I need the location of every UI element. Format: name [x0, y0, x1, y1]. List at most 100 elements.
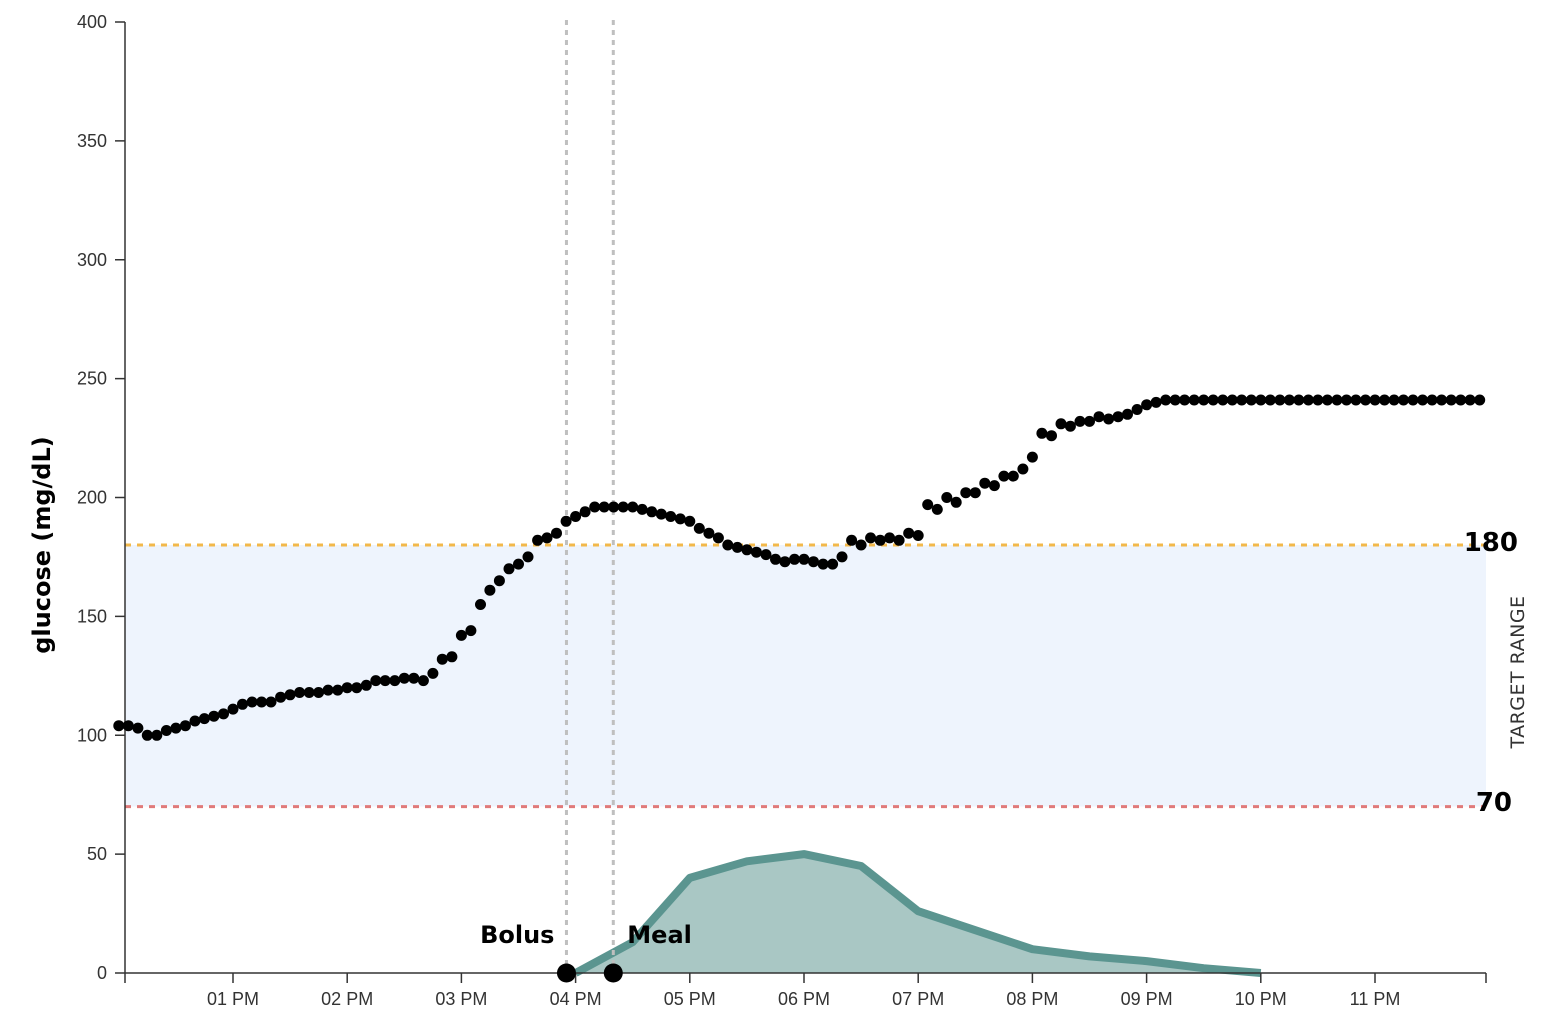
glucose-point: [1293, 394, 1305, 406]
glucose-point: [379, 675, 391, 687]
glucose-point: [589, 501, 601, 513]
glucose-point: [789, 553, 800, 565]
x-tick-label: 04 PM: [550, 989, 602, 1009]
glucose-point: [903, 527, 915, 539]
glucose-point: [1341, 394, 1352, 406]
target-high-label: 180: [1464, 528, 1518, 558]
glucose-point: [1350, 394, 1362, 406]
glucose-point: [1188, 394, 1200, 406]
glucose-point: [446, 651, 458, 663]
glucose-point: [1264, 394, 1276, 406]
glucose-point: [1321, 394, 1333, 406]
glucose-point: [389, 675, 401, 687]
glucose-point: [1207, 394, 1219, 406]
glucose-point: [113, 720, 125, 732]
glucose-point: [284, 689, 296, 701]
glucose-point: [513, 558, 524, 570]
glucose-point: [1131, 404, 1143, 415]
glucose-point: [1160, 394, 1172, 406]
glucose-point: [998, 470, 1010, 482]
glucose-point: [1407, 394, 1419, 406]
glucose-point: [132, 722, 144, 734]
glucose-point: [874, 534, 886, 546]
glucose-point: [1255, 394, 1267, 406]
glucose-point: [570, 511, 582, 522]
glucose-point: [817, 558, 829, 570]
glucose-point: [351, 682, 363, 694]
glucose-point: [417, 675, 429, 687]
glucose-points-layer: [113, 394, 1486, 741]
y-tick-label: 350: [77, 131, 107, 151]
glucose-point: [341, 682, 353, 694]
glucose-point: [855, 539, 867, 551]
glucose-point: [332, 684, 344, 696]
glucose-point: [608, 501, 620, 513]
glucose-point: [189, 715, 201, 727]
y-tick-label: 200: [77, 488, 107, 508]
glucose-point: [665, 511, 677, 522]
glucose-point: [827, 558, 839, 570]
glucose-point: [674, 513, 686, 525]
activity-area-layer: [573, 850, 1262, 977]
glucose-point: [313, 687, 325, 698]
glucose-point: [627, 501, 639, 513]
y-tick-label: 150: [77, 606, 107, 626]
glucose-point: [227, 703, 239, 715]
glucose-point: [1169, 394, 1181, 406]
glucose-point: [1141, 399, 1153, 411]
glucose-point: [731, 541, 743, 553]
glucose-point: [693, 522, 705, 534]
glucose-point: [1198, 394, 1210, 406]
glucose-point: [493, 575, 505, 587]
x-tick-label: 09 PM: [1121, 989, 1173, 1009]
glucose-point: [1103, 413, 1115, 425]
glucose-point: [1245, 394, 1257, 406]
glucose-point: [1179, 394, 1191, 406]
glucose-point: [151, 729, 163, 741]
glucose-point: [541, 532, 553, 544]
glucose-point: [1122, 408, 1133, 420]
glucose-point: [141, 729, 153, 741]
glucose-point: [160, 725, 172, 736]
event-markers-layer: Bolus Meal: [480, 921, 692, 983]
glucose-point: [179, 720, 191, 732]
glucose-point: [960, 487, 972, 499]
glucose-point: [1026, 451, 1038, 463]
glucose-point: [1369, 394, 1381, 406]
event-label-bolus: Bolus: [480, 921, 554, 949]
glucose-point: [760, 549, 772, 561]
glucose-point: [1046, 430, 1057, 442]
glucose-point: [1436, 394, 1448, 406]
glucose-point: [846, 534, 858, 546]
glucose-point: [646, 506, 658, 518]
glucose-point: [360, 679, 372, 691]
glucose-point: [579, 506, 591, 518]
glucose-point: [617, 501, 629, 513]
glucose-point: [398, 672, 410, 684]
target-range-layer: [125, 543, 1486, 809]
y-tick-label: 100: [77, 725, 107, 745]
glucose-point: [1112, 411, 1124, 423]
glucose-point: [275, 691, 287, 703]
glucose-point: [294, 687, 306, 698]
x-tick-label: 08 PM: [1006, 989, 1058, 1009]
glucose-point: [560, 515, 572, 527]
glucose-point: [865, 532, 877, 544]
x-tick-label: 07 PM: [892, 989, 944, 1009]
glucose-point: [931, 503, 943, 515]
x-tick-label: 10 PM: [1235, 989, 1287, 1009]
glucose-point: [1007, 470, 1019, 482]
glucose-point: [436, 653, 448, 665]
glucose-point: [465, 625, 477, 637]
activity-line: [573, 850, 1262, 977]
y-tick-label: 300: [77, 250, 107, 270]
glucose-point: [218, 708, 229, 720]
glucose-point: [303, 687, 315, 698]
glucose-point: [170, 722, 182, 734]
y-tick-label: 50: [87, 844, 107, 864]
glucose-point: [1445, 394, 1457, 406]
glucose-point: [208, 710, 220, 722]
glucose-point: [1093, 411, 1105, 423]
x-tick-label: 11 PM: [1350, 989, 1401, 1009]
glucose-point: [655, 508, 667, 520]
